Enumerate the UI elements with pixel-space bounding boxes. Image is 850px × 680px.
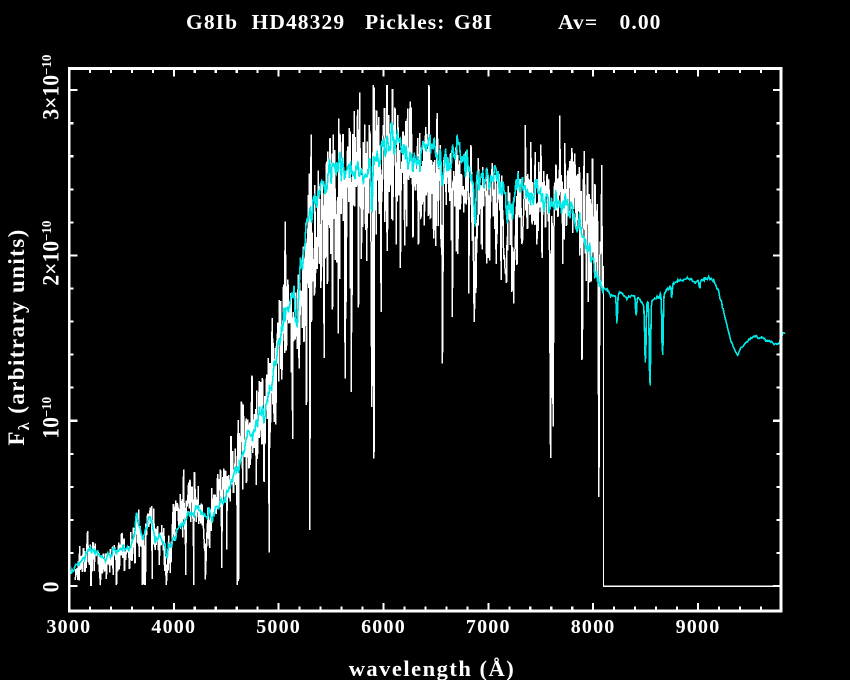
svg-text:Fλ (arbitrary units): Fλ (arbitrary units) (4, 228, 33, 445)
svg-text:0: 0 (38, 582, 64, 593)
svg-text:8000: 8000 (571, 616, 616, 638)
svg-text:9000: 9000 (676, 616, 721, 638)
svg-text:HD48329: HD48329 (252, 10, 346, 34)
svg-text:0.00: 0.00 (620, 10, 662, 34)
svg-text:G8Ib: G8Ib (186, 10, 238, 34)
svg-text:wavelength (Å): wavelength (Å) (349, 656, 516, 680)
svg-text:7000: 7000 (466, 616, 511, 638)
svg-text:4000: 4000 (151, 616, 196, 638)
svg-text:Pickles:: Pickles: (365, 10, 445, 34)
svg-text:G8I: G8I (454, 10, 493, 34)
svg-text:Av=: Av= (558, 10, 598, 34)
svg-text:3000: 3000 (46, 616, 91, 638)
svg-text:6000: 6000 (361, 616, 406, 638)
svg-text:5000: 5000 (256, 616, 301, 638)
